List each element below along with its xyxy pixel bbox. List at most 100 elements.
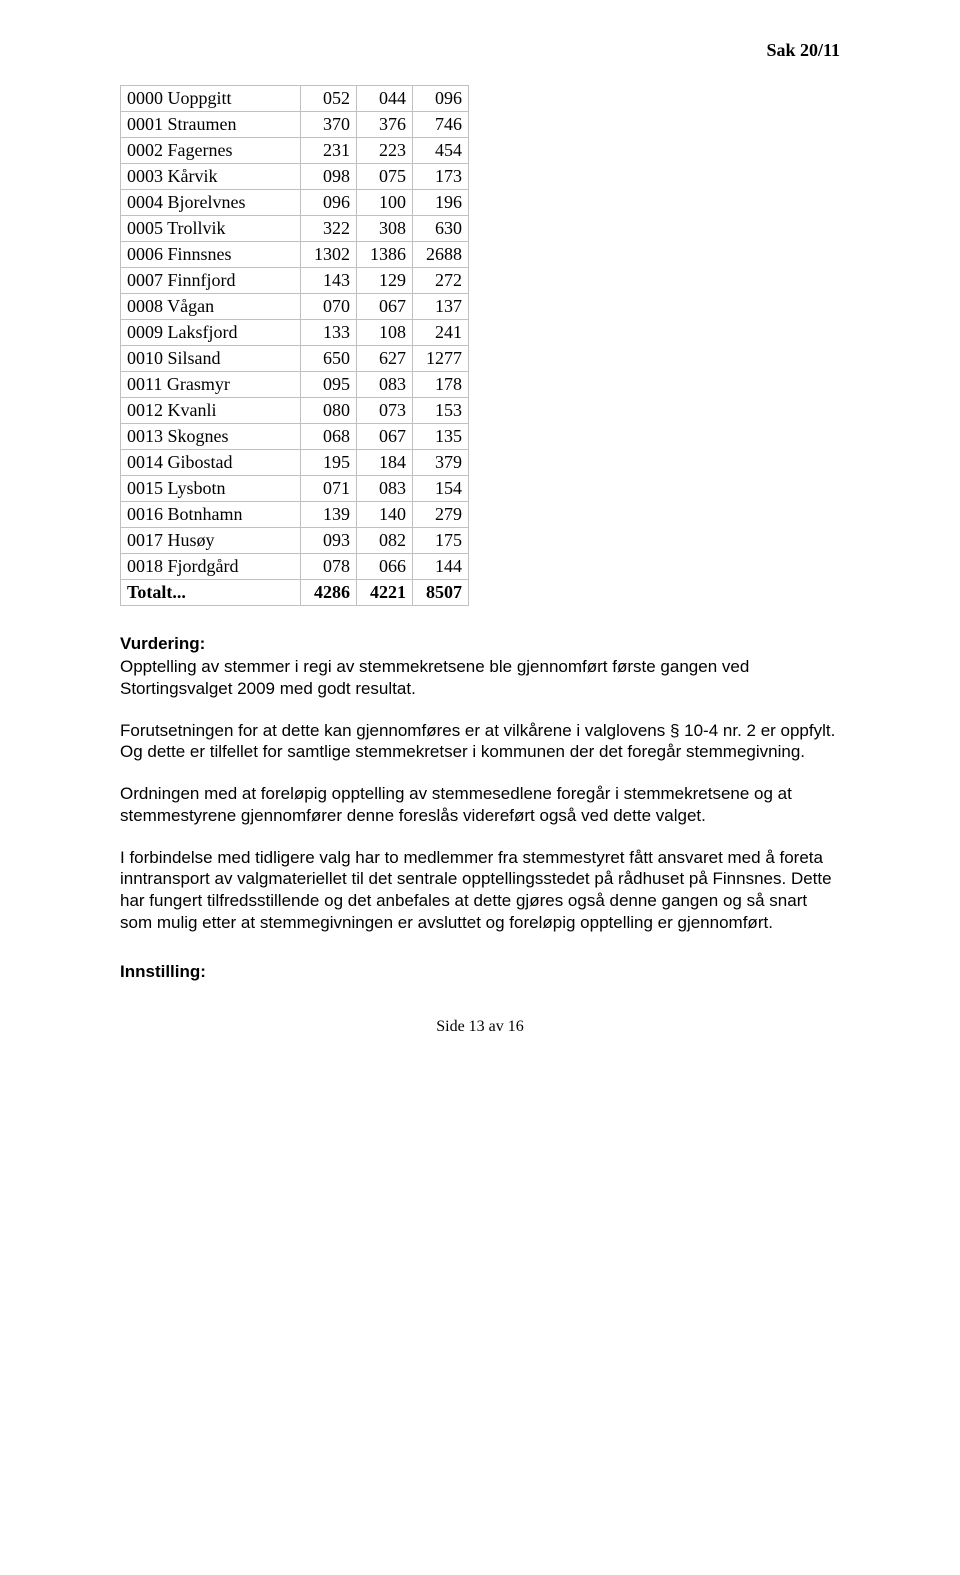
row-value: 1277 — [413, 346, 469, 372]
row-label: 0018 Fjordgård — [121, 554, 301, 580]
row-label: 0015 Lysbotn — [121, 476, 301, 502]
table-row: 0015 Lysbotn071083154 — [121, 476, 469, 502]
row-value: 096 — [301, 190, 357, 216]
table-row: 0004 Bjorelvnes096100196 — [121, 190, 469, 216]
row-label: 0006 Finnsnes — [121, 242, 301, 268]
row-value: 153 — [413, 398, 469, 424]
row-label: 0004 Bjorelvnes — [121, 190, 301, 216]
paragraph-3: Ordningen med at foreløpig opptelling av… — [120, 783, 840, 827]
row-value: 078 — [301, 554, 357, 580]
table-row: 0010 Silsand6506271277 — [121, 346, 469, 372]
row-value: 178 — [413, 372, 469, 398]
row-value: 071 — [301, 476, 357, 502]
row-value: 095 — [301, 372, 357, 398]
row-value: 1302 — [301, 242, 357, 268]
row-value: 140 — [357, 502, 413, 528]
table-row: 0007 Finnfjord143129272 — [121, 268, 469, 294]
row-value: 144 — [413, 554, 469, 580]
row-value: 135 — [413, 424, 469, 450]
table-row: 0013 Skognes068067135 — [121, 424, 469, 450]
paragraph-1: Opptelling av stemmer i regi av stemmekr… — [120, 656, 840, 700]
row-label: 0009 Laksfjord — [121, 320, 301, 346]
table-row: 0017 Husøy093082175 — [121, 528, 469, 554]
row-value: 2688 — [413, 242, 469, 268]
row-label: 0005 Trollvik — [121, 216, 301, 242]
table-row: 0011 Grasmyr095083178 — [121, 372, 469, 398]
row-value: 093 — [301, 528, 357, 554]
row-value: 175 — [413, 528, 469, 554]
vote-counts-table: 0000 Uoppgitt0520440960001 Straumen37037… — [120, 85, 469, 606]
row-value: 129 — [357, 268, 413, 294]
table-row: 0016 Botnhamn139140279 — [121, 502, 469, 528]
row-value: 066 — [357, 554, 413, 580]
row-value: 379 — [413, 450, 469, 476]
row-label: 0001 Straumen — [121, 112, 301, 138]
row-value: 067 — [357, 294, 413, 320]
row-value: 272 — [413, 268, 469, 294]
row-label: 0010 Silsand — [121, 346, 301, 372]
row-value: 044 — [357, 86, 413, 112]
row-label: 0016 Botnhamn — [121, 502, 301, 528]
row-label: 0003 Kårvik — [121, 164, 301, 190]
row-value: 080 — [301, 398, 357, 424]
table-totals-row: Totalt...428642218507 — [121, 580, 469, 606]
paragraph-2: Forutsetningen for at dette kan gjennomf… — [120, 720, 840, 764]
table-row: 0006 Finnsnes130213862688 — [121, 242, 469, 268]
row-value: 070 — [301, 294, 357, 320]
totals-value: 4286 — [301, 580, 357, 606]
table-row: 0001 Straumen370376746 — [121, 112, 469, 138]
table-row: 0000 Uoppgitt052044096 — [121, 86, 469, 112]
row-label: 0008 Vågan — [121, 294, 301, 320]
totals-label: Totalt... — [121, 580, 301, 606]
row-value: 100 — [357, 190, 413, 216]
table-row: 0018 Fjordgård078066144 — [121, 554, 469, 580]
row-value: 108 — [357, 320, 413, 346]
row-value: 052 — [301, 86, 357, 112]
row-label: 0013 Skognes — [121, 424, 301, 450]
row-value: 376 — [357, 112, 413, 138]
row-value: 154 — [413, 476, 469, 502]
row-value: 096 — [413, 86, 469, 112]
row-value: 627 — [357, 346, 413, 372]
table-row: 0005 Trollvik322308630 — [121, 216, 469, 242]
row-value: 067 — [357, 424, 413, 450]
row-label: 0011 Grasmyr — [121, 372, 301, 398]
row-value: 137 — [413, 294, 469, 320]
row-label: 0014 Gibostad — [121, 450, 301, 476]
row-label: 0002 Fagernes — [121, 138, 301, 164]
table-row: 0008 Vågan070067137 — [121, 294, 469, 320]
row-value: 068 — [301, 424, 357, 450]
row-label: 0017 Husøy — [121, 528, 301, 554]
row-value: 1386 — [357, 242, 413, 268]
row-value: 073 — [357, 398, 413, 424]
vurdering-heading: Vurdering: — [120, 634, 840, 654]
innstilling-heading: Innstilling: — [120, 962, 840, 982]
row-value: 082 — [357, 528, 413, 554]
row-value: 454 — [413, 138, 469, 164]
totals-value: 8507 — [413, 580, 469, 606]
row-value: 083 — [357, 372, 413, 398]
row-label: 0007 Finnfjord — [121, 268, 301, 294]
row-value: 195 — [301, 450, 357, 476]
row-value: 279 — [413, 502, 469, 528]
case-reference: Sak 20/11 — [120, 40, 840, 61]
row-value: 083 — [357, 476, 413, 502]
table-row: 0002 Fagernes231223454 — [121, 138, 469, 164]
row-value: 308 — [357, 216, 413, 242]
row-value: 241 — [413, 320, 469, 346]
table-row: 0009 Laksfjord133108241 — [121, 320, 469, 346]
row-value: 173 — [413, 164, 469, 190]
row-value: 650 — [301, 346, 357, 372]
row-label: 0000 Uoppgitt — [121, 86, 301, 112]
row-value: 098 — [301, 164, 357, 190]
row-value: 746 — [413, 112, 469, 138]
table-row: 0014 Gibostad195184379 — [121, 450, 469, 476]
row-value: 223 — [357, 138, 413, 164]
row-value: 322 — [301, 216, 357, 242]
table-row: 0003 Kårvik098075173 — [121, 164, 469, 190]
row-value: 143 — [301, 268, 357, 294]
page-footer: Side 13 av 16 — [120, 1018, 840, 1036]
row-value: 196 — [413, 190, 469, 216]
paragraph-4: I forbindelse med tidligere valg har to … — [120, 847, 840, 934]
table-row: 0012 Kvanli080073153 — [121, 398, 469, 424]
